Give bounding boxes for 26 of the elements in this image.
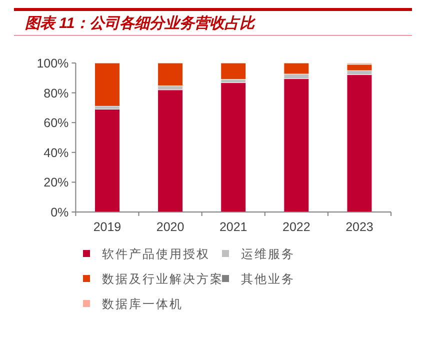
bar [220, 62, 246, 80]
y-tick-label: 80% [44, 86, 69, 100]
bar [284, 78, 310, 212]
y-tick-label: 100% [36, 56, 69, 70]
x-tick-label: 2020 [156, 220, 184, 234]
y-tick-label: 60% [44, 116, 69, 130]
bar [94, 108, 120, 212]
x-tick-label: 2023 [346, 220, 374, 234]
y-tick-label: 40% [44, 146, 69, 160]
bar [346, 74, 372, 212]
x-tick-label: 2019 [93, 220, 122, 234]
y-tick-label: 20% [44, 176, 69, 190]
bar [94, 62, 120, 106]
legend-label: 运维服务 [241, 247, 295, 261]
bar [220, 82, 246, 212]
legend-label: 数据及行业解决方案 [102, 272, 224, 286]
y-tick-label: 0% [50, 206, 69, 220]
bar [158, 62, 184, 86]
bar [346, 64, 372, 71]
x-tick-label: 2021 [219, 220, 248, 234]
chart-title: 图表 11：公司各细分业务营收占比 [25, 15, 257, 32]
legend-label: 软件产品使用授权 [102, 247, 210, 261]
legend-label: 数据库一体机 [102, 297, 183, 311]
legend-label: 其他业务 [241, 272, 295, 286]
bar [158, 90, 184, 212]
x-tick-label: 2022 [282, 220, 310, 234]
